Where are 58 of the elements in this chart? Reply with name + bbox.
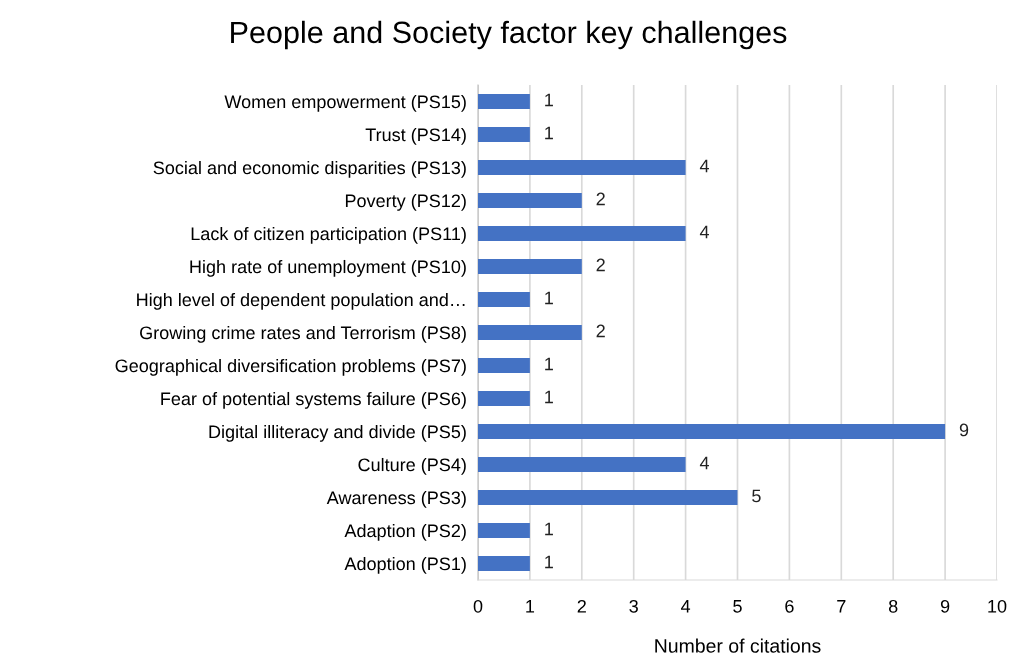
y-tick-label: Women empowerment (PS15) <box>224 94 466 112</box>
y-tick-label: Culture (PS4) <box>358 457 466 475</box>
bar <box>478 226 686 241</box>
y-tick-label: Awareness (PS3) <box>326 490 466 508</box>
x-tick-label: 6 <box>785 599 794 613</box>
data-label: 2 <box>596 324 605 338</box>
y-tick-label: Growing crime rates and Terrorism (PS8) <box>140 325 466 343</box>
bar <box>478 325 582 340</box>
x-tick-label: 10 <box>988 599 1007 613</box>
y-tick-label: Social and economic disparities (PS13) <box>153 160 466 178</box>
y-tick-label: Fear of potential systems failure (PS6) <box>161 391 466 409</box>
x-tick-label: 5 <box>733 600 742 613</box>
x-tick-label: 2 <box>577 599 586 613</box>
bar <box>478 457 686 472</box>
bar <box>478 358 530 373</box>
bar <box>478 160 686 175</box>
y-tick-label: High rate of unemployment (PS10) <box>190 259 466 277</box>
data-label: 1 <box>545 390 553 404</box>
bar <box>478 292 530 307</box>
bar <box>478 193 582 208</box>
data-label: 4 <box>699 456 709 470</box>
bar <box>478 523 530 538</box>
data-label: 4 <box>699 159 709 173</box>
data-label: 1 <box>545 93 553 107</box>
data-label: 1 <box>545 291 553 305</box>
x-tick-label: 9 <box>940 599 950 613</box>
bar <box>478 424 946 439</box>
y-tick-label: Trust (PS14) <box>365 127 466 145</box>
x-axis-title: Number of citations <box>655 638 821 653</box>
y-tick-label: High level of dependent population and… <box>137 292 465 310</box>
x-tick-label: 7 <box>837 600 846 613</box>
y-tick-label: Adaption (PS2) <box>344 523 466 541</box>
y-tick-label: Adoption (PS1) <box>344 556 466 574</box>
bar <box>478 556 530 571</box>
bar <box>478 259 582 274</box>
data-label: 1 <box>545 555 553 569</box>
x-tick-label: 8 <box>888 599 898 613</box>
bar <box>478 127 530 142</box>
data-label: 1 <box>545 126 553 140</box>
y-tick-label: Poverty (PS12) <box>345 193 466 211</box>
y-tick-label: Geographical diversification problems (PS7) <box>115 358 466 376</box>
bar <box>478 490 738 505</box>
data-label: 1 <box>545 357 553 371</box>
x-tick-label: 0 <box>473 599 483 613</box>
x-tick-label: 1 <box>526 600 535 613</box>
data-label: 9 <box>959 423 969 437</box>
data-label: 2 <box>596 258 605 272</box>
y-tick-label: Digital illiteracy and divide (PS5) <box>209 424 466 442</box>
x-tick-label: 3 <box>629 599 638 613</box>
data-label: 1 <box>545 522 553 536</box>
data-label: 2 <box>596 192 605 206</box>
data-label: 4 <box>699 225 709 239</box>
data-label: 5 <box>752 489 761 503</box>
bar <box>478 391 530 406</box>
y-tick-label: Lack of citizen participation (PS11) <box>191 226 466 244</box>
x-tick-label: 4 <box>680 600 691 613</box>
bar <box>478 94 530 109</box>
chart-title: People and Society factor key challenges <box>231 20 787 50</box>
